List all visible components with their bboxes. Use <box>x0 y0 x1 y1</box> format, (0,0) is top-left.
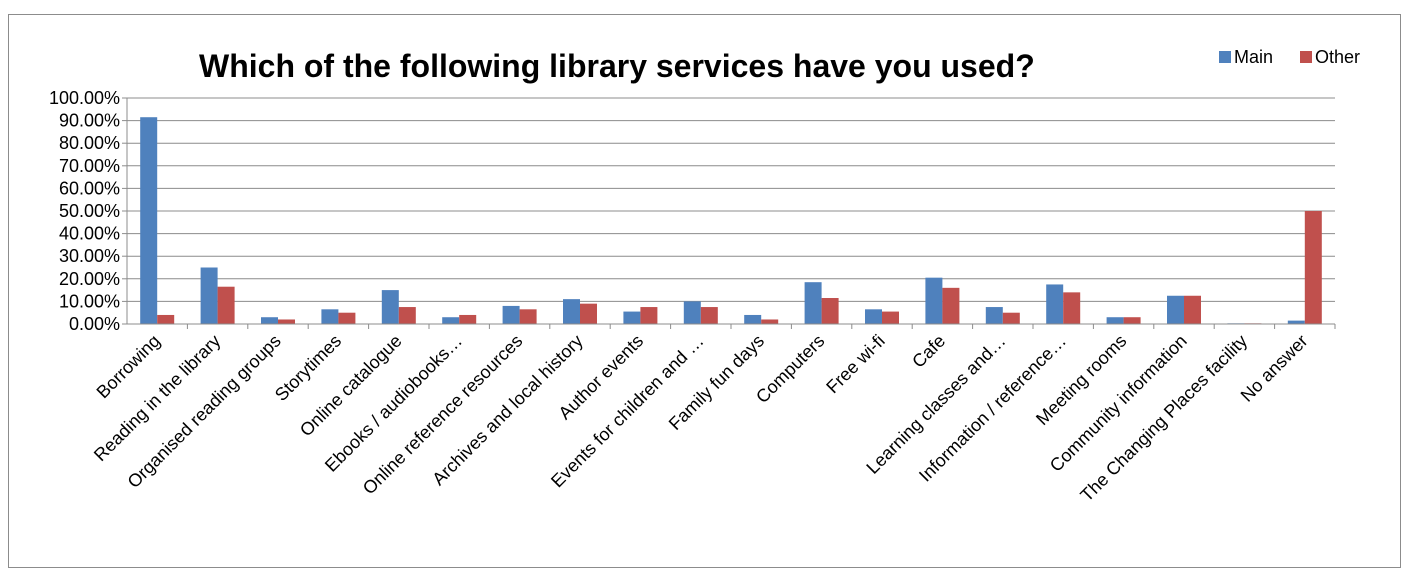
legend: Main Other <box>1219 47 1360 67</box>
bar-main <box>563 299 580 324</box>
axes <box>122 97 1336 329</box>
y-axis-ticks: 0.00% 10.00%20.00% 30.00%40.00% 50.00% 60.00… <box>49 88 120 334</box>
bar-main <box>381 290 399 324</box>
x-tick-label: Online catalogue <box>296 331 406 441</box>
legend-item-main: Main <box>1219 47 1273 67</box>
y-tick-label: 60.00% <box>59 178 120 198</box>
y-tick-label: 70.00% <box>59 156 120 176</box>
bar-main <box>744 314 762 324</box>
bar-other <box>398 307 416 324</box>
y-tick-label: 80.00% <box>59 133 120 153</box>
bar-other <box>278 319 295 324</box>
bar-other <box>640 307 658 324</box>
bar-main <box>140 117 158 325</box>
y-tick-label: 50.00% <box>59 201 120 221</box>
chart-title: Which of the following library services … <box>199 48 1035 84</box>
legend-item-other: Other <box>1300 47 1360 67</box>
bar-main <box>1167 295 1184 324</box>
legend-label: Other <box>1315 47 1360 67</box>
bar-main <box>623 311 641 324</box>
bar-main <box>1106 317 1124 324</box>
bar-other <box>1184 295 1201 324</box>
chart-frame: Which of the following library services … <box>8 14 1401 568</box>
y-tick-label: 10.00% <box>59 291 120 311</box>
legend-swatch <box>1300 51 1312 63</box>
bar-other <box>1123 317 1141 324</box>
bar-other <box>459 314 477 324</box>
bar-main <box>502 305 520 324</box>
bar-main <box>1046 284 1064 324</box>
bar-other <box>942 287 960 324</box>
chart-svg: Which of the following library services … <box>49 47 1360 506</box>
bar-other <box>821 298 839 324</box>
y-tick-label: 20.00% <box>59 269 120 289</box>
legend-label: Main <box>1234 47 1273 67</box>
x-tick-label: Free wi-fi <box>822 331 888 397</box>
bar-other <box>580 303 597 324</box>
bar-main <box>321 309 339 324</box>
bar-main <box>200 267 218 324</box>
bar-other <box>217 286 235 324</box>
bar-other <box>761 319 779 324</box>
bar-other <box>1002 312 1020 324</box>
y-tick-label: 30.00% <box>59 246 120 266</box>
bar-main <box>925 277 943 324</box>
bar-other <box>338 312 356 324</box>
bar-other <box>1063 292 1081 324</box>
bar-main <box>1287 320 1305 324</box>
legend-swatch <box>1219 51 1231 63</box>
bars <box>140 117 1322 325</box>
bar-main <box>442 317 460 324</box>
y-tick-label: 100.00% <box>49 88 120 108</box>
bar-main <box>804 282 822 324</box>
y-tick-label: 0.00% <box>69 314 120 334</box>
bar-other <box>700 307 718 324</box>
bar-main <box>985 307 1003 324</box>
x-tick-label: Cafe <box>908 331 949 372</box>
bar-other <box>882 311 899 324</box>
bar-other <box>519 309 537 324</box>
bar-other <box>157 314 175 324</box>
bar-other <box>1304 211 1322 324</box>
grid-lines <box>127 97 1335 325</box>
bar-main <box>865 309 882 324</box>
y-tick-label: 40.00% <box>59 224 120 244</box>
bar-main <box>683 301 701 324</box>
bar-main <box>261 317 278 324</box>
y-tick-label: 90.00% <box>59 111 120 131</box>
